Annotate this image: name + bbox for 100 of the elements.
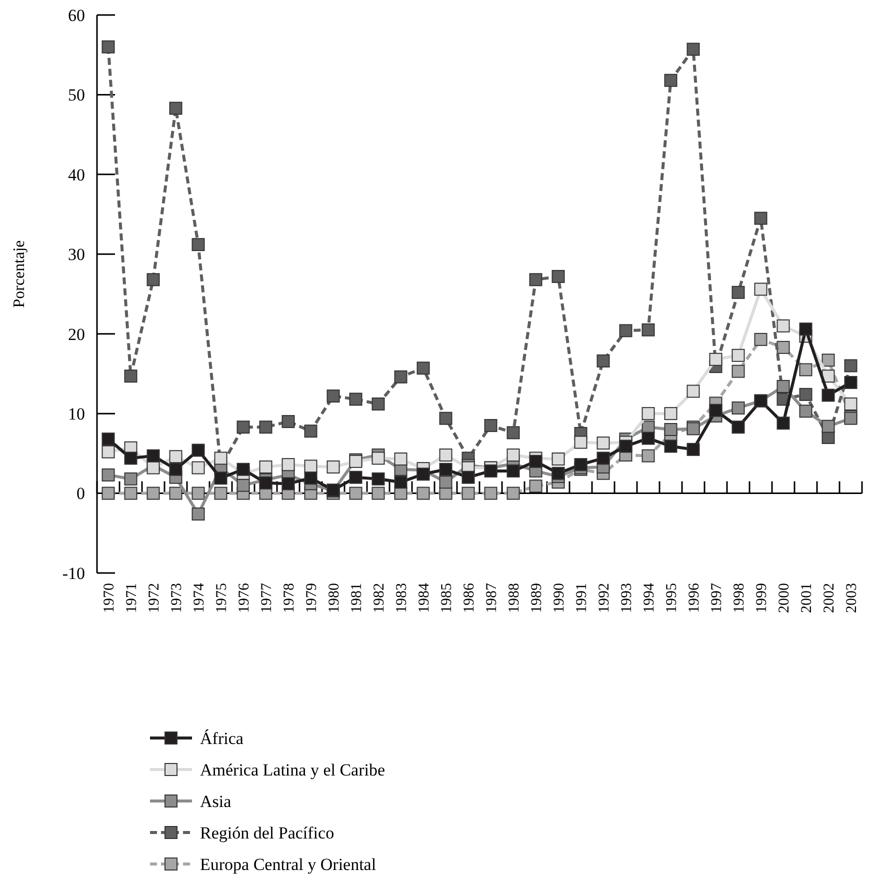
point bbox=[822, 388, 835, 402]
point bbox=[416, 486, 430, 500]
y-tick-label: -10 bbox=[62, 564, 85, 583]
point bbox=[732, 286, 745, 299]
point bbox=[732, 420, 745, 434]
x-tick-label: 1999 bbox=[754, 583, 770, 613]
point bbox=[259, 420, 272, 434]
point bbox=[596, 452, 610, 465]
y-tick-label: 60 bbox=[68, 6, 85, 25]
point bbox=[642, 407, 655, 420]
point bbox=[439, 412, 452, 425]
point bbox=[552, 270, 565, 283]
point bbox=[506, 464, 520, 478]
x-tick-label: 1980 bbox=[326, 583, 342, 613]
point bbox=[146, 273, 160, 286]
point bbox=[192, 461, 205, 474]
x-tick-label: 1974 bbox=[191, 582, 208, 613]
x-tick-label: 1971 bbox=[124, 583, 140, 613]
point bbox=[799, 388, 812, 401]
point bbox=[529, 480, 542, 493]
point bbox=[529, 273, 542, 286]
point bbox=[506, 486, 520, 500]
point bbox=[664, 74, 678, 87]
x-tick-label: 1981 bbox=[348, 583, 365, 613]
point bbox=[146, 449, 160, 462]
point bbox=[686, 384, 700, 398]
point bbox=[236, 462, 250, 476]
point bbox=[124, 452, 138, 465]
x-tick-label: 2001 bbox=[798, 583, 815, 613]
point bbox=[416, 468, 430, 481]
y-tick-label: 20 bbox=[68, 324, 85, 344]
point bbox=[754, 282, 768, 296]
point bbox=[102, 432, 115, 446]
legend-label: América Latina y el Caribe bbox=[200, 760, 386, 780]
x-tick-label: 1984 bbox=[416, 582, 432, 613]
point bbox=[102, 486, 115, 500]
point bbox=[484, 419, 498, 432]
point bbox=[776, 380, 790, 393]
point bbox=[799, 404, 812, 418]
point bbox=[349, 486, 362, 500]
point bbox=[642, 449, 655, 462]
point bbox=[686, 442, 700, 456]
point bbox=[124, 370, 138, 383]
point bbox=[484, 464, 498, 478]
point bbox=[776, 319, 790, 332]
y-axis-title: Porcentaje bbox=[11, 240, 28, 308]
point bbox=[709, 404, 722, 417]
point bbox=[822, 420, 835, 433]
point bbox=[709, 352, 722, 366]
x-tick-label: 1994 bbox=[641, 582, 658, 613]
point bbox=[282, 415, 295, 428]
point bbox=[214, 486, 228, 500]
point bbox=[214, 472, 228, 485]
point bbox=[372, 398, 385, 411]
point bbox=[822, 370, 835, 383]
point bbox=[506, 448, 520, 462]
point bbox=[169, 450, 182, 464]
y-tick-label: 10 bbox=[68, 404, 85, 424]
point bbox=[102, 468, 115, 482]
point bbox=[102, 40, 115, 54]
point bbox=[574, 436, 588, 449]
point bbox=[304, 472, 318, 485]
x-tick-label: 1979 bbox=[304, 583, 320, 613]
x-tick-label: 1975 bbox=[214, 583, 230, 613]
point bbox=[236, 478, 250, 492]
point bbox=[102, 445, 115, 458]
point bbox=[844, 398, 858, 411]
point bbox=[776, 416, 790, 430]
x-tick-label: 1978 bbox=[281, 583, 298, 613]
point bbox=[192, 508, 205, 521]
point bbox=[822, 354, 835, 367]
x-tick-label: 1972 bbox=[146, 583, 162, 613]
point bbox=[776, 340, 790, 354]
point bbox=[799, 363, 812, 376]
x-tick-label: 1989 bbox=[528, 583, 545, 613]
point bbox=[394, 476, 408, 489]
point bbox=[372, 472, 385, 486]
y-tick-label: 0 bbox=[76, 484, 85, 504]
legend-label: Asia bbox=[200, 792, 232, 811]
point bbox=[236, 420, 250, 434]
x-tick-label: 1970 bbox=[101, 583, 118, 613]
point bbox=[619, 440, 632, 453]
point bbox=[529, 454, 542, 468]
point bbox=[462, 486, 475, 500]
point bbox=[282, 477, 295, 490]
point bbox=[552, 452, 565, 466]
point bbox=[552, 466, 565, 480]
x-tick-label: 1995 bbox=[664, 583, 680, 613]
point bbox=[304, 424, 318, 438]
x-tick-label: 1988 bbox=[506, 583, 522, 613]
point bbox=[799, 322, 812, 336]
point bbox=[732, 364, 745, 378]
x-tick-label: 2003 bbox=[844, 583, 860, 613]
point bbox=[642, 432, 655, 445]
point bbox=[192, 444, 205, 457]
legend-label: Europa Central y Oriental bbox=[200, 854, 376, 874]
point bbox=[372, 486, 385, 500]
point bbox=[394, 370, 408, 384]
point bbox=[326, 460, 340, 474]
point bbox=[439, 462, 452, 476]
